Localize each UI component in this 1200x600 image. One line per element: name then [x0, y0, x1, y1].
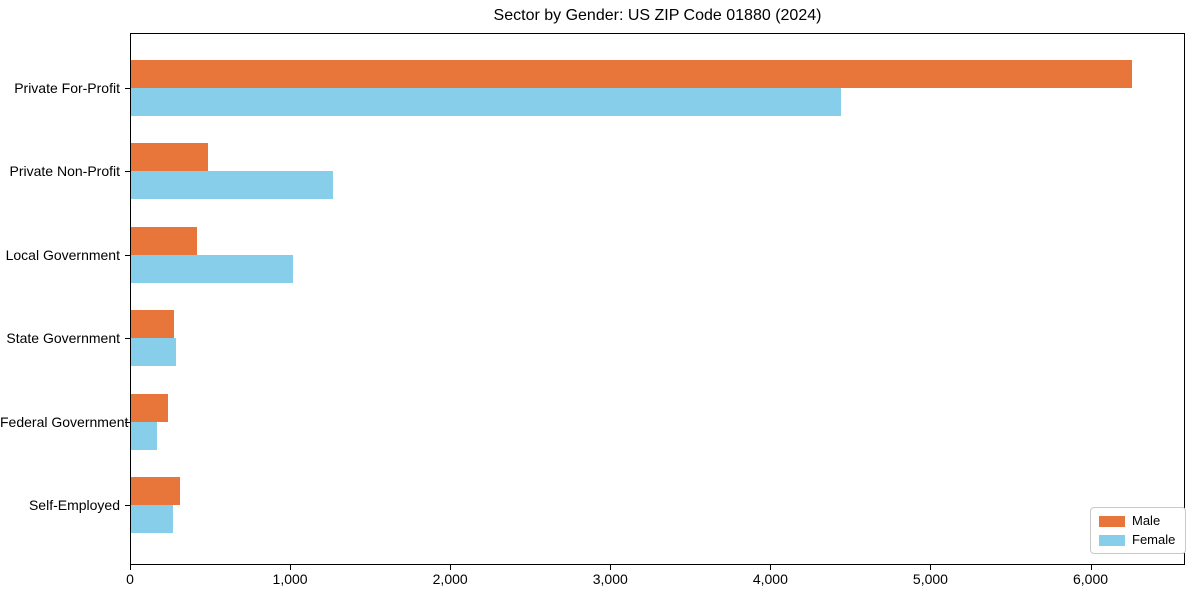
y-tick-mark: [125, 338, 130, 340]
bar-female-local-government: [131, 254, 294, 283]
x-tick-label-2-000: 2,000: [432, 571, 468, 587]
bar-female-private-for-profit: [131, 88, 841, 116]
bar-male-self-employed: [131, 477, 180, 505]
y-tick-label-state-government: State Government: [6, 330, 120, 347]
x-tick-label-3-000: 3,000: [592, 571, 628, 587]
legend-label-female: Female: [1132, 532, 1176, 547]
y-tick-mark: [125, 171, 130, 173]
y-tick-label-self-employed: Self-Employed: [28, 497, 120, 513]
x-tick-label-4-000: 4,000: [752, 571, 788, 587]
x-tick-label-0: 0: [126, 571, 134, 587]
plot-area: [130, 33, 1185, 565]
y-tick-mark: [125, 421, 130, 423]
bar-male-local-government: [131, 226, 198, 255]
bar-male-private-for-profit: [131, 60, 1133, 88]
x-tick-mark: [290, 565, 292, 570]
chart-title: Sector by Gender: US ZIP Code 01880 (202…: [493, 7, 822, 24]
x-tick-mark: [770, 565, 772, 570]
x-tick-label-1-000: 1,000: [272, 571, 308, 587]
legend-label-male: Male: [1132, 513, 1161, 528]
legend-entry-male: Male: [1099, 514, 1175, 528]
legend-swatch-female: [1099, 534, 1125, 546]
legend-entry-female: Female: [1099, 533, 1175, 547]
x-tick-label-6-000: 6,000: [1073, 571, 1109, 587]
bar-female-federal-government: [131, 421, 158, 450]
y-tick-label-private-non-profit: Private Non-Profit: [9, 163, 120, 180]
x-tick-label-5-000: 5,000: [912, 571, 948, 587]
x-tick-mark: [930, 565, 932, 570]
bar-male-federal-government: [131, 393, 169, 422]
bar-male-state-government: [131, 310, 175, 339]
x-tick-mark: [1090, 565, 1092, 570]
y-tick-label-local-government: Local Government: [5, 246, 120, 263]
bar-female-private-non-profit: [131, 171, 334, 200]
y-tick-mark: [125, 88, 130, 89]
x-tick-mark: [130, 565, 131, 570]
bar-male-private-non-profit: [131, 143, 209, 172]
y-tick-mark: [125, 505, 130, 506]
x-tick-mark: [610, 565, 612, 570]
legend-swatch-male: [1099, 515, 1125, 527]
legend: Male Female: [1090, 507, 1187, 554]
bar-female-state-government: [131, 338, 177, 367]
y-tick-label-federal-government: Federal Government: [0, 413, 129, 430]
x-tick-mark: [450, 565, 452, 570]
bar-female-self-employed: [131, 505, 174, 533]
y-tick-mark: [125, 254, 130, 256]
y-tick-label-private-for-profit: Private For-Profit: [14, 80, 120, 96]
